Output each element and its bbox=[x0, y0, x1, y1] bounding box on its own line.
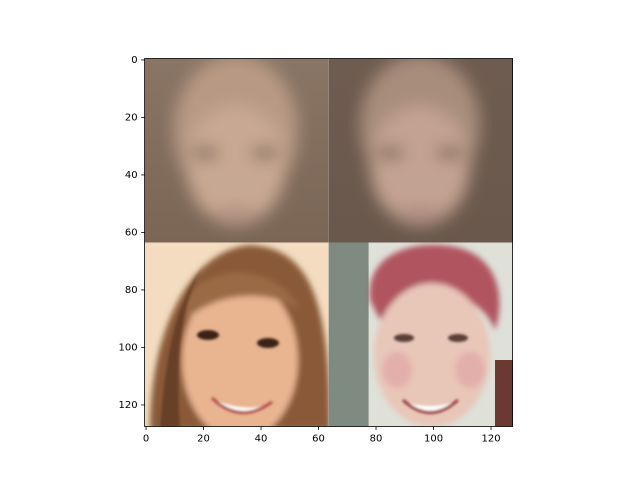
y-tick-label: 0 bbox=[131, 55, 137, 66]
x-tick-label: 120 bbox=[481, 434, 500, 445]
face-photo-2 bbox=[328, 242, 513, 427]
x-tick-label: 60 bbox=[312, 434, 325, 445]
y-tick-label: 120 bbox=[119, 400, 138, 411]
y-tick-label: 80 bbox=[125, 285, 138, 296]
axes-frame bbox=[144, 58, 514, 427]
face-photo-1 bbox=[144, 242, 329, 427]
y-tick-label: 100 bbox=[119, 342, 138, 353]
x-tick-label: 80 bbox=[370, 434, 383, 445]
y-tick-label: 60 bbox=[125, 227, 138, 238]
x-tick-label: 100 bbox=[424, 434, 443, 445]
image bbox=[144, 58, 513, 427]
x-tick-label: 40 bbox=[255, 434, 268, 445]
y-tick-label: 40 bbox=[125, 170, 138, 181]
face-blurred-1 bbox=[144, 58, 329, 243]
face-blurred-2 bbox=[328, 58, 513, 243]
y-tick-label: 20 bbox=[125, 112, 138, 123]
x-tick-label: 20 bbox=[197, 434, 210, 445]
x-tick-label: 0 bbox=[143, 434, 149, 445]
